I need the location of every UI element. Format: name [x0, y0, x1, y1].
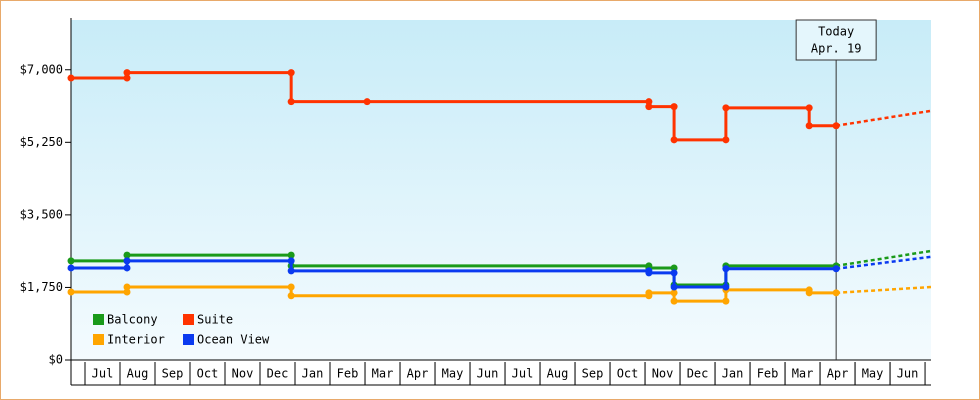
point: [123, 283, 131, 291]
point: [670, 264, 678, 272]
point: [363, 98, 371, 106]
x-tick-label: Mar: [792, 367, 814, 381]
point: [832, 122, 840, 130]
legend-label: Suite: [197, 313, 233, 327]
point: [67, 264, 75, 272]
point: [722, 265, 730, 273]
y-tick-label: $3,500: [20, 207, 63, 221]
point: [123, 288, 131, 296]
point: [287, 98, 295, 106]
x-tick-label: Dec: [267, 367, 289, 381]
point: [287, 257, 295, 265]
point: [123, 74, 131, 82]
point: [670, 289, 678, 297]
point: [645, 289, 653, 297]
point: [287, 292, 295, 300]
y-tick-label: $7,000: [20, 62, 63, 76]
x-tick-label: Jan: [722, 367, 744, 381]
series-projection: [836, 285, 932, 295]
x-tick-label: Jul: [92, 367, 114, 381]
point: [645, 103, 653, 111]
point: [123, 257, 131, 265]
point: [123, 264, 131, 272]
x-tick-label: Sep: [582, 367, 604, 381]
x-tick-label: May: [862, 367, 884, 381]
point: [287, 267, 295, 275]
x-tick-label: Jan: [302, 367, 324, 381]
point: [67, 288, 75, 296]
point: [805, 104, 813, 112]
point: [645, 269, 653, 277]
x-tick-label: Dec: [687, 367, 709, 381]
x-tick-label: Sep: [162, 367, 184, 381]
point: [832, 265, 840, 273]
point: [67, 257, 75, 265]
point: [67, 74, 75, 82]
x-tick-label: May: [442, 367, 464, 381]
x-tick-label: Oct: [617, 367, 639, 381]
x-tick-label: Nov: [652, 367, 674, 381]
legend-swatch: [183, 334, 194, 345]
point: [287, 283, 295, 291]
point: [287, 69, 295, 77]
x-tick-label: Jul: [512, 367, 534, 381]
point: [722, 297, 730, 305]
point: [670, 269, 678, 277]
point: [805, 122, 813, 130]
y-tick-label: $1,750: [20, 280, 63, 294]
x-tick-label: Feb: [337, 367, 359, 381]
point: [123, 251, 131, 259]
legend-label: Interior: [107, 333, 165, 347]
x-tick-label: Aug: [547, 367, 569, 381]
legend-label: Ocean View: [197, 333, 270, 347]
point: [722, 136, 730, 144]
point: [670, 103, 678, 111]
x-tick-label: Aug: [127, 367, 149, 381]
today-date: Apr. 19: [811, 42, 862, 56]
x-tick-label: Mar: [372, 367, 394, 381]
legend-swatch: [183, 314, 194, 325]
series-projection: [835, 255, 932, 271]
legend-swatch: [93, 314, 104, 325]
point: [805, 289, 813, 297]
point: [832, 289, 840, 297]
point: [645, 98, 653, 106]
point: [123, 69, 131, 77]
legend-swatch: [93, 334, 104, 345]
y-tick-label: $0: [49, 353, 63, 367]
series-line: [71, 285, 837, 303]
point: [722, 104, 730, 112]
legend-label: Balcony: [107, 313, 158, 327]
x-tick-label: Feb: [757, 367, 779, 381]
today-box: [795, 19, 877, 61]
today-label: Today: [818, 25, 854, 39]
point: [670, 283, 678, 291]
plot-area: [71, 20, 931, 360]
point: [670, 297, 678, 305]
x-tick-label: Nov: [232, 367, 254, 381]
y-tick-label: $5,250: [20, 135, 63, 149]
point: [287, 251, 295, 259]
series-projection: [835, 249, 932, 268]
x-tick-label: Jun: [477, 367, 499, 381]
x-tick-label: Jun: [897, 367, 919, 381]
x-tick-label: Apr: [407, 367, 429, 381]
point: [722, 283, 730, 291]
x-tick-label: Apr: [827, 367, 849, 381]
x-tick-label: Oct: [197, 367, 219, 381]
series-projection: [835, 109, 932, 127]
point: [670, 136, 678, 144]
